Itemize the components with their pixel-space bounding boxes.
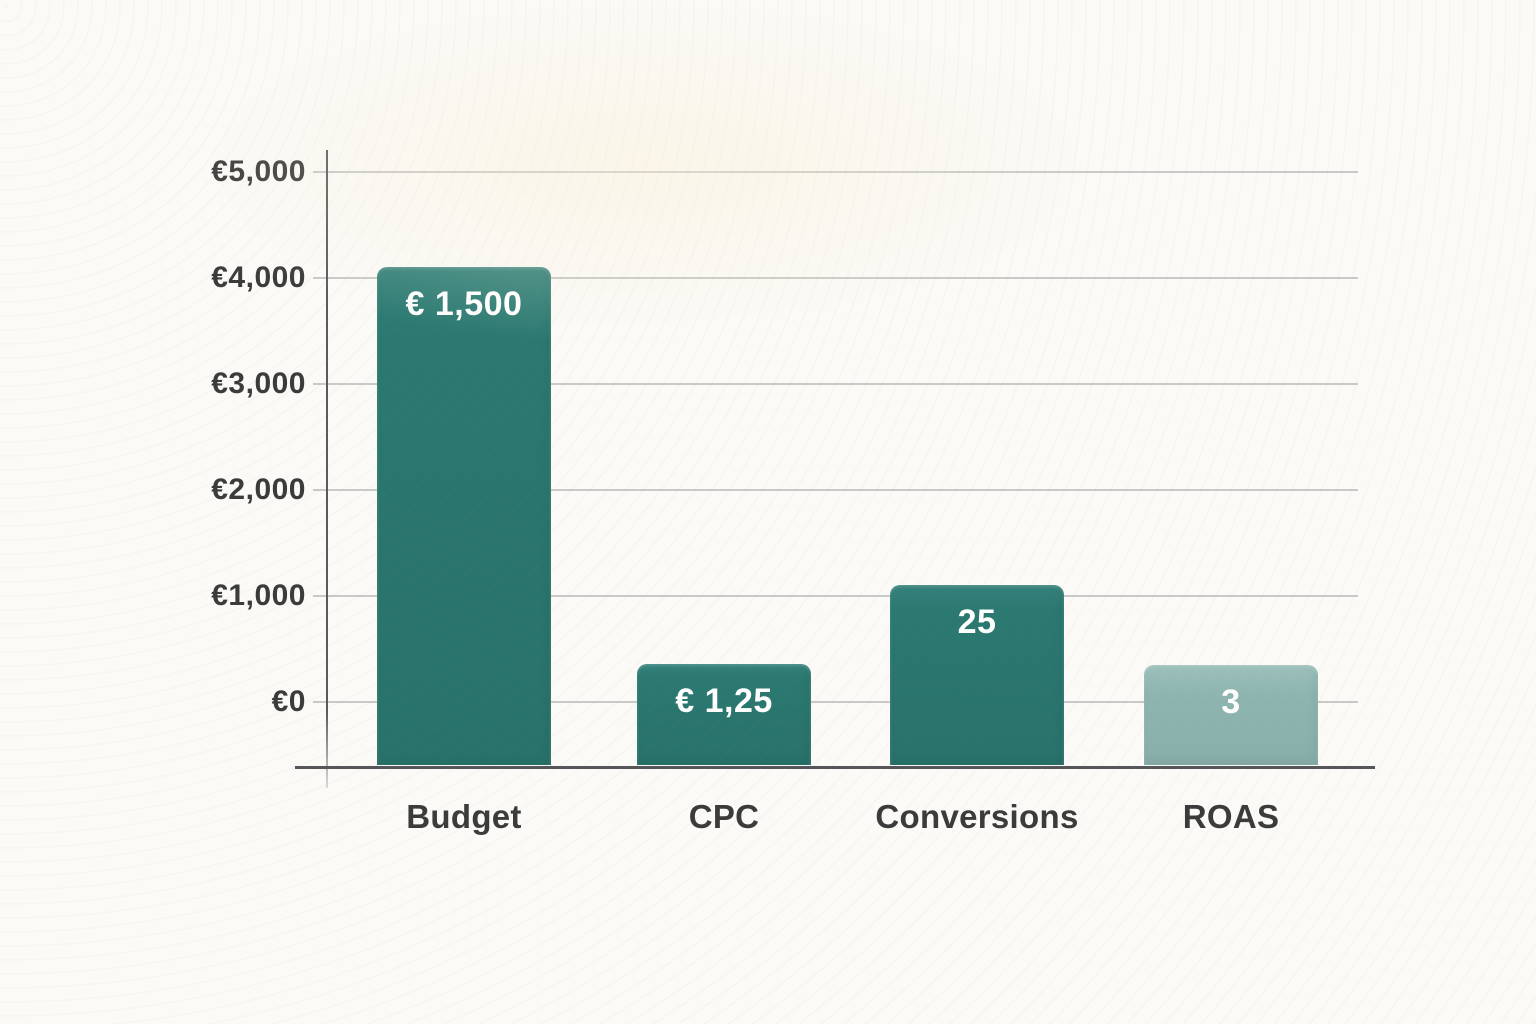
bar-roas: 3: [1144, 664, 1318, 765]
x-label-budget: Budget: [406, 798, 522, 835]
bar-value-label: 25: [957, 603, 997, 642]
gridline: [313, 701, 1358, 703]
x-axis-baseline: [295, 766, 1375, 769]
x-label-conversions: Conversions: [875, 798, 1079, 835]
y-tick-label: €0: [271, 685, 306, 718]
x-label-cpc: CPC: [688, 798, 760, 835]
bar-value-label: 3: [1221, 682, 1241, 721]
y-tick-label: €4,000: [211, 261, 306, 294]
y-tick-label: €5,000: [211, 155, 306, 188]
x-label-roas: ROAS: [1182, 798, 1280, 835]
y-tick-label: €1,000: [211, 579, 306, 612]
bar-value-label: € 1,500: [405, 285, 523, 324]
gridline: [313, 383, 1358, 385]
bar-value-label: € 1,25: [675, 681, 773, 720]
gridline: [313, 489, 1358, 491]
y-tick-label: €2,000: [211, 473, 306, 506]
gridline: [313, 171, 1358, 173]
gridline: [313, 595, 1358, 597]
bar-cpc: € 1,25: [637, 663, 811, 765]
y-tick-label: €3,000: [211, 367, 306, 400]
y-axis-line: [326, 150, 328, 788]
bar-budget: € 1,500: [377, 267, 551, 765]
bar-conversions: 25: [890, 585, 1064, 765]
gridline: [313, 277, 1358, 279]
